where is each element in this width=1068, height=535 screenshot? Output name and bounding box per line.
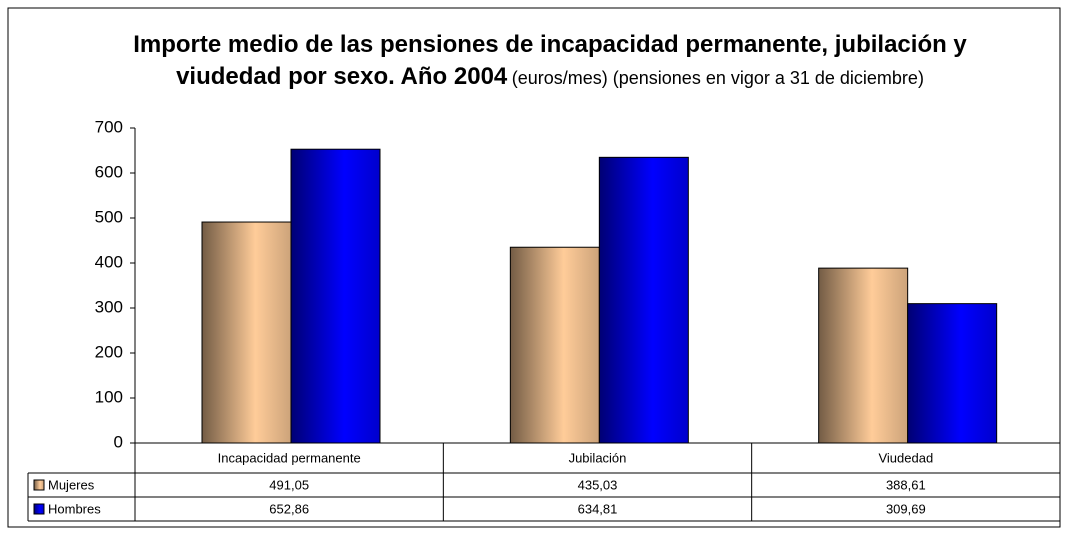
data-label: 435,03 xyxy=(578,477,618,492)
data-label: 309,69 xyxy=(886,501,926,516)
chart-frame xyxy=(7,7,1061,528)
bar xyxy=(598,156,689,444)
y-tick-label: 400 xyxy=(95,252,123,271)
chart-heading: Importe medio de las pensiones de incapa… xyxy=(110,30,990,94)
y-tick-label: 200 xyxy=(95,342,123,361)
y-tick-label: 500 xyxy=(95,207,123,226)
legend-label: Mujeres xyxy=(48,477,95,492)
x-tick-label: Viudedad xyxy=(878,450,933,465)
y-tick-label: 0 xyxy=(114,432,123,451)
bar xyxy=(818,267,909,444)
chart-title: Importe medio de las pensiones de incapa… xyxy=(133,31,967,90)
data-label: 634,81 xyxy=(578,501,618,516)
data-label: 652,86 xyxy=(269,501,309,516)
data-label: 388,61 xyxy=(886,477,926,492)
legend-key xyxy=(33,479,45,491)
x-tick-label: Jubilación xyxy=(569,450,627,465)
y-tick-label: 300 xyxy=(95,297,123,316)
legend-key xyxy=(33,503,45,515)
bar xyxy=(907,303,998,444)
bar xyxy=(290,148,381,444)
bar xyxy=(201,221,292,444)
bar xyxy=(509,246,600,444)
y-tick-label: 600 xyxy=(95,162,123,181)
legend-label: Hombres xyxy=(48,501,101,516)
y-tick-label: 700 xyxy=(95,117,123,136)
data-label: 491,05 xyxy=(269,477,309,492)
x-tick-label: Incapacidad permanente xyxy=(218,450,361,465)
y-tick-label: 100 xyxy=(95,387,123,406)
chart-subtitle: (euros/mes) (pensiones en vigor a 31 de … xyxy=(511,68,924,88)
